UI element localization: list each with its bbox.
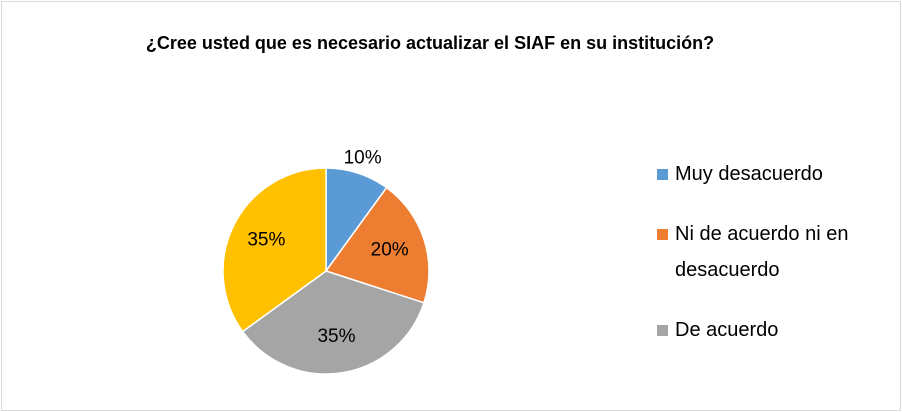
legend-swatch: [657, 229, 668, 240]
pie-slice: [324, 186, 430, 304]
chart-title: ¿Cree usted que es necesario actualizar …: [145, 33, 715, 53]
legend-entry: De acuerdo: [657, 312, 887, 348]
legend-swatch: [657, 169, 668, 180]
data-label: 20%: [371, 239, 409, 260]
legend-entry: Ni de acuerdo ni en desacuerdo: [657, 216, 887, 288]
data-label: 35%: [247, 230, 285, 251]
pie-slice: [222, 167, 327, 333]
legend-label: Ni de acuerdo ni en desacuerdo: [675, 223, 849, 281]
data-label: 35%: [317, 326, 355, 347]
legend-label: De acuerdo: [675, 319, 779, 341]
legend-entry: Muy desacuerdo: [657, 156, 887, 192]
data-label: 10%: [344, 147, 382, 168]
legend-swatch: [657, 325, 668, 336]
legend-label: Muy desacuerdo: [675, 163, 823, 185]
pie-slice: [241, 270, 425, 375]
legend: Muy desacuerdo Ni de acuerdo ni en desacu…: [657, 156, 887, 348]
